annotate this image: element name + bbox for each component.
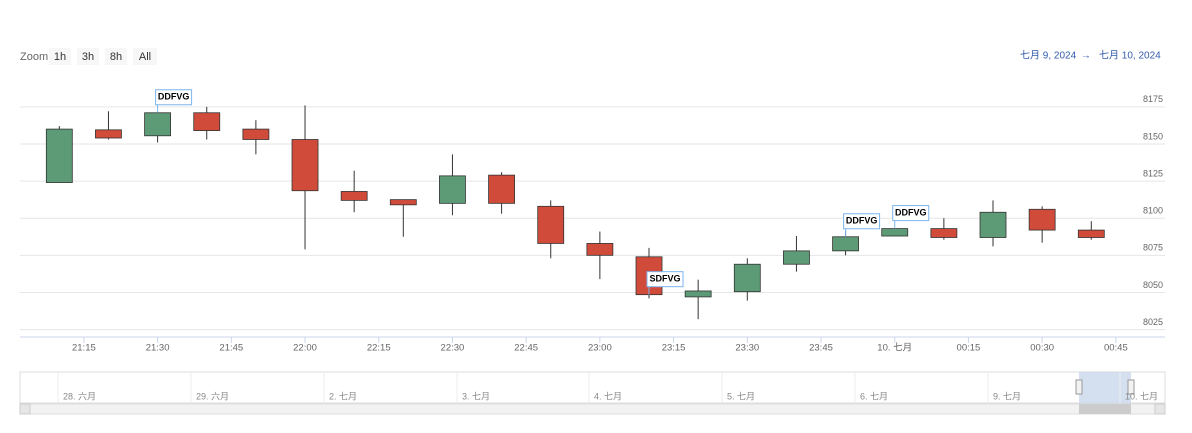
navigator-label: 2. 七月 [329,391,357,401]
range-button[interactable] [77,48,99,65]
navigator-label: 29. 六月 [196,390,229,401]
x-tick-label: 23:15 [662,343,686,354]
candle-body [242,128,270,140]
date-arrow: → [1081,51,1091,62]
x-tick-label: 22:45 [514,343,538,354]
candle-body [537,205,565,244]
x-tick-label: 23:30 [735,343,759,354]
date-to: 七月 10, 2024 [1099,50,1161,62]
x-tick-label: 00:15 [957,343,981,354]
candle-body [783,250,810,265]
x-tick-label: 00:45 [1104,343,1128,354]
candle-body [439,175,466,204]
range-button-label[interactable]: All [139,51,151,63]
candle-body [193,112,221,131]
range-button[interactable] [105,48,127,65]
scrollbar-thumb[interactable] [1079,404,1131,414]
candle-body [684,290,712,298]
candle-body [488,174,515,204]
candle-body [340,191,368,201]
navigator-label: 28. 六月 [63,390,96,401]
x-tick-label: 10. 七月 [877,343,912,354]
scroll-left[interactable] [19,403,31,415]
navigator-label: 9. 七月 [993,391,1021,401]
x-tick-label: 21:45 [219,343,243,354]
zoom-label: Zoom [20,51,48,63]
range-button[interactable] [49,48,71,65]
range-button[interactable] [133,48,157,65]
y-tick-label: 8075 [1143,243,1163,253]
y-tick-label: 8125 [1143,168,1163,178]
flag-label: DDFVG [158,92,190,102]
candle-body [144,112,171,137]
navigator-handle[interactable] [1127,379,1135,395]
flag-label: SDFVG [650,274,681,284]
range-button-label[interactable]: 8h [110,51,122,63]
flag-box [843,213,881,230]
flag-label: DDFVG [895,207,927,217]
x-tick-label: 22:00 [293,343,317,354]
candle-body [291,139,319,192]
candle-body [586,243,614,256]
navigator-label: 10. 七月 [1125,391,1158,401]
candle-body [881,228,909,237]
y-tick-label: 8050 [1143,280,1163,290]
candle-body [1077,229,1105,238]
navigator-handle[interactable] [1075,379,1083,395]
y-tick-label: 8175 [1143,94,1163,104]
x-tick-label: 22:30 [441,343,465,354]
flag-label: DDFVG [846,216,878,226]
y-tick-label: 8100 [1143,206,1163,216]
y-tick-label: 8150 [1143,131,1163,141]
candle-body [979,211,1007,238]
range-button-label[interactable]: 3h [82,51,94,63]
x-tick-label: 21:30 [146,343,170,354]
x-tick-label: 00:30 [1030,343,1054,354]
candle-body [1028,208,1056,231]
navigator-label: 6. 七月 [860,391,888,401]
flag-box [155,89,193,106]
x-tick-label: 23:45 [809,343,833,354]
candle-body [733,263,761,293]
candle-body [389,199,417,206]
date-from: 七月 9, 2024 [1020,50,1077,62]
flag-box [646,271,684,288]
navigator [19,371,1166,404]
scrollbar[interactable] [19,403,1166,415]
x-tick-label: 21:15 [72,343,96,354]
y-tick-label: 8025 [1143,317,1163,327]
candle-body [95,129,122,139]
navigator-label: 3. 七月 [462,391,490,401]
x-tick-label: 22:15 [367,343,391,354]
navigator-label: 4. 七月 [594,391,622,401]
candle-body [930,228,958,238]
candle-body [832,236,859,252]
candle-body [45,128,73,183]
range-button-label[interactable]: 1h [54,51,66,63]
flag-box [892,205,930,222]
navigator-label: 5. 七月 [727,391,755,401]
scroll-right[interactable] [1154,403,1166,415]
x-tick-label: 23:00 [588,343,612,354]
